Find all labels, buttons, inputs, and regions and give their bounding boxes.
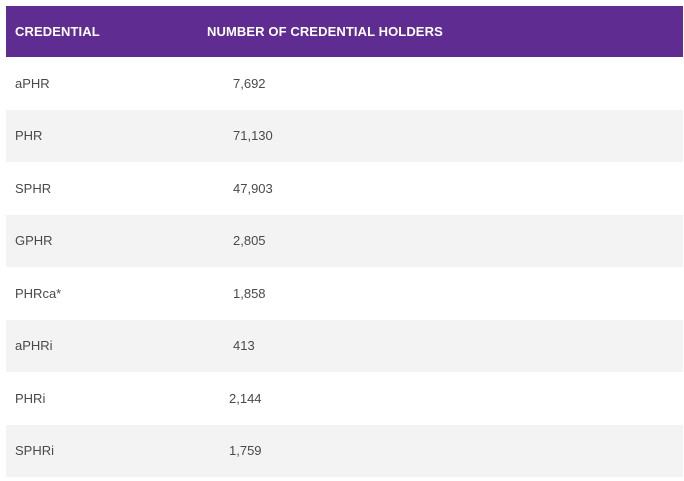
header-credential: CREDENTIAL — [15, 24, 100, 39]
credential-cell: aPHR — [15, 75, 50, 91]
header-holders: NUMBER OF CREDENTIAL HOLDERS — [207, 24, 443, 39]
table-header: CREDENTIAL NUMBER OF CREDENTIAL HOLDERS — [6, 6, 683, 57]
holders-cell: 1,759 — [229, 443, 262, 459]
credential-cell: SPHRi — [15, 443, 55, 459]
holders-cell: 1,858 — [233, 285, 266, 301]
credential-cell: GPHR — [15, 233, 53, 249]
table-row: PHR 71,130 — [6, 109, 683, 162]
table-row: GPHR 2,805 — [6, 214, 683, 267]
credential-cell: SPHR — [15, 180, 52, 196]
table-row: SPHRi 1,759 — [6, 424, 683, 477]
credential-cell: aPHRi — [15, 338, 53, 354]
table-row: PHRca* 1,858 — [6, 267, 683, 320]
holders-cell: 7,692 — [233, 75, 266, 91]
table-row: SPHR 47,903 — [6, 162, 683, 215]
holders-cell: 71,130 — [233, 128, 273, 144]
holders-cell: 2,144 — [229, 390, 262, 406]
table-row: PHRi 2,144 — [6, 372, 683, 425]
holders-cell: 47,903 — [233, 180, 273, 196]
credential-cell: PHRi — [15, 390, 46, 406]
holders-cell: 413 — [233, 338, 255, 354]
credential-cell: PHRca* — [15, 285, 62, 301]
table-row: aPHRi 413 — [6, 319, 683, 372]
holders-cell: 2,805 — [233, 233, 266, 249]
table-row: aPHR 7,692 — [6, 57, 683, 110]
credential-table: CREDENTIAL NUMBER OF CREDENTIAL HOLDERS … — [6, 6, 683, 477]
credential-cell: PHR — [15, 128, 43, 144]
